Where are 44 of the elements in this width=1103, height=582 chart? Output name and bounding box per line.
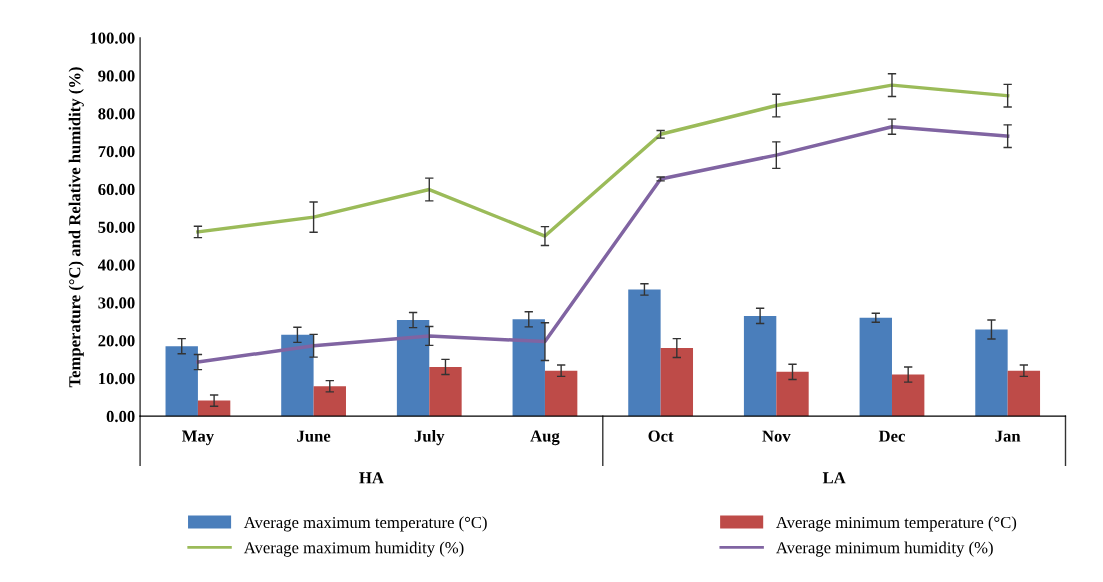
bar	[891, 374, 925, 417]
x-tick-label: Aug	[530, 430, 560, 446]
y-tick-label: 100.00	[90, 32, 135, 44]
legend-label: Average maximum humidity (%)	[243, 541, 464, 557]
line-series	[196, 83, 1010, 238]
bar	[512, 319, 545, 417]
bar	[396, 320, 430, 417]
y-tick-label: 50.00	[98, 221, 135, 233]
x-tick-label: July	[414, 430, 445, 446]
text: HA	[359, 472, 384, 484]
bar	[544, 370, 578, 417]
y-tick-label: 80.00	[98, 108, 135, 120]
bar	[859, 317, 892, 417]
x-tick-label: Dec	[878, 430, 905, 442]
text: LA	[822, 472, 846, 484]
bar	[429, 366, 462, 417]
bar	[628, 289, 661, 417]
y-tick-label: 10.00	[99, 373, 135, 385]
y-tick-label: 40.00	[97, 259, 135, 271]
y-tick-label: 0.00	[106, 410, 135, 423]
bar	[660, 348, 694, 417]
y-tick-label: 60.00	[98, 183, 135, 196]
legend-label: Average minimum humidity (%)	[776, 541, 993, 557]
bar	[165, 346, 198, 417]
bar	[776, 371, 809, 417]
x-tick-label: Oct	[648, 430, 674, 442]
bar	[1007, 370, 1041, 417]
bar	[743, 315, 777, 417]
bar	[197, 400, 231, 417]
x-tick-label: May	[182, 430, 214, 446]
bar	[281, 334, 314, 417]
x-tick-label: Nov	[762, 430, 791, 442]
line-series	[196, 124, 1010, 364]
y-tick-label: 20.00	[98, 335, 135, 347]
y-tick-label: 30.00	[98, 297, 135, 309]
y-tick-label: 90.00	[98, 70, 135, 82]
legend-label: Average maximum temperature (°C)	[243, 516, 487, 532]
x-tick-label: June	[297, 430, 331, 442]
legend-label: Average minimum temperature (°C)	[776, 516, 1017, 532]
bar	[313, 386, 346, 417]
y-axis-title: Temperature (°C) and Relative humidity (%)	[68, 67, 84, 388]
x-tick-label: Jan	[995, 430, 1021, 442]
bar	[975, 329, 1008, 417]
y-tick-label: 70.00	[98, 146, 135, 158]
